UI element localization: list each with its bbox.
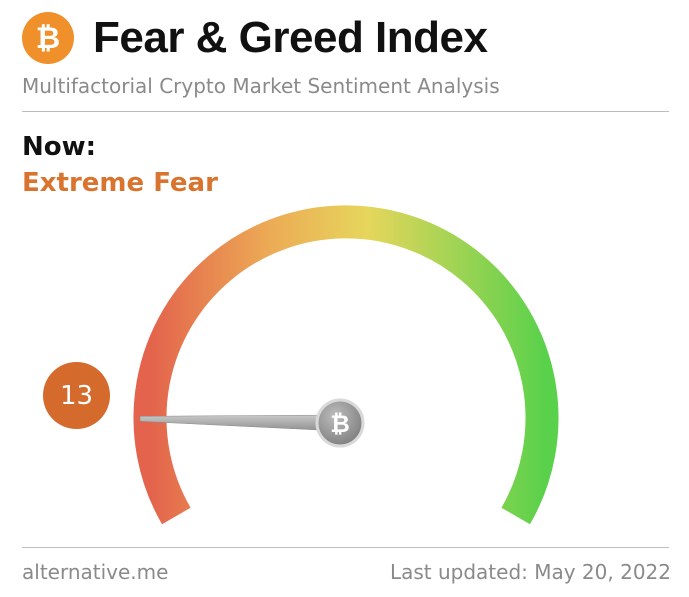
- index-value-badge: 13: [43, 362, 110, 429]
- gauge-arc: [133, 205, 559, 525]
- header: ₿ Fear & Greed Index: [22, 10, 672, 66]
- bitcoin-logo-icon: ₿: [22, 12, 74, 64]
- footer-divider: [22, 547, 669, 548]
- now-label: Now:: [22, 132, 97, 162]
- gauge-needle: [139, 414, 341, 432]
- bitcoin-icon: ₿: [330, 410, 350, 438]
- source-link[interactable]: alternative.me: [22, 560, 169, 584]
- sentiment-classification: Extreme Fear: [22, 168, 218, 198]
- page-subtitle: Multifactorial Crypto Market Sentiment A…: [22, 74, 500, 98]
- page-title: Fear & Greed Index: [93, 13, 488, 62]
- last-updated: Last updated: May 20, 2022: [389, 560, 671, 584]
- header-divider: [22, 111, 669, 112]
- bitcoin-hub-icon: [315, 398, 365, 448]
